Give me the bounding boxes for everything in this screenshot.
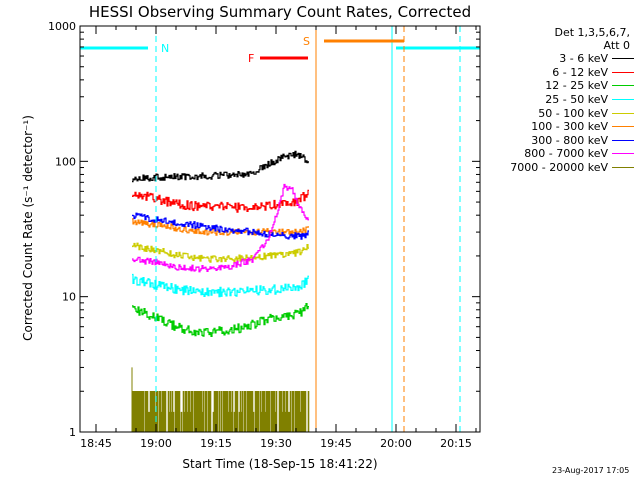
annotation-saa: S	[303, 26, 405, 432]
series-800-7000-kev-trace	[132, 183, 309, 273]
legend: Det 1,3,5,6,7, Att 0 3 - 6 keV 6 - 12 keV…	[470, 26, 638, 174]
annotation-flare-label: F	[248, 52, 254, 65]
legend-entry-swatch	[612, 112, 634, 114]
legend-entry: 7000 - 20000 keV	[470, 161, 638, 175]
x-tick-label-3: 19:15	[200, 437, 232, 450]
series-layer	[131, 150, 310, 433]
legend-entry: 12 - 25 keV	[470, 79, 638, 93]
series-6-12-kev-trace	[132, 189, 309, 213]
legend-entry-label: 800 - 7000 keV	[524, 147, 608, 161]
y-axis-label: Corrected Count Rate (s⁻¹ detector⁻¹)	[21, 115, 35, 341]
legend-entry-label: 6 - 12 keV	[552, 65, 608, 79]
legend-rows: 3 - 6 keV 6 - 12 keV 12 - 25 keV 25 - 50 ke…	[470, 52, 638, 174]
x-tick-label-1: 18:45	[80, 437, 112, 450]
legend-header-line-2: Att 0	[603, 39, 630, 52]
x-tick-label-6: 20:00	[380, 437, 412, 450]
annotation-layer: N S F	[79, 26, 480, 432]
series-3-6-kev	[132, 150, 309, 183]
axis-layer: 18:45 19:00 19:15 19:30 19:45 20:00 20:15 1 10 10…	[48, 20, 481, 450]
series-7000-20000-kev	[131, 367, 310, 433]
date-stamp: 23-Aug-2017 17:05	[552, 466, 630, 475]
y-tick-label-3: 100	[55, 155, 76, 168]
series-50-100-kev-trace	[132, 242, 309, 263]
series-3-6-kev-trace	[132, 150, 309, 183]
series-12-25-kev	[132, 303, 309, 337]
legend-entry-swatch	[612, 71, 634, 73]
series-100-300-kev-trace	[132, 218, 309, 237]
series-800-7000-kev	[132, 183, 309, 273]
annotation-saa-label: S	[303, 35, 310, 48]
legend-entry-swatch	[612, 99, 634, 101]
legend-entry-swatch	[612, 139, 634, 141]
legend-entry-label: 7000 - 20000 keV	[510, 161, 608, 175]
annotation-flare: F	[248, 52, 308, 65]
legend-entry-swatch	[612, 126, 634, 128]
series-25-50-kev-trace	[132, 273, 309, 298]
chart-title: HESSI Observing Summary Count Rates, Cor…	[89, 3, 471, 21]
x-axis-label: Start Time (18-Sep-15 18:41:22)	[182, 457, 377, 471]
legend-entry-label: 12 - 25 keV	[545, 79, 608, 93]
y-tick-label-4: 1000	[48, 20, 76, 33]
legend-entry-label: 50 - 100 keV	[538, 106, 608, 120]
x-tick-label-2: 19:00	[140, 437, 172, 450]
annotation-night-label: N	[161, 42, 169, 55]
series-300-800-kev-trace	[132, 212, 309, 240]
legend-entry-swatch	[612, 58, 634, 60]
legend-header-line-1: Det 1,3,5,6,7,	[554, 26, 630, 39]
series-100-300-kev	[132, 218, 309, 237]
legend-entry-swatch	[612, 167, 634, 169]
series-300-800-kev	[132, 212, 309, 240]
legend-entry-label: 25 - 50 keV	[545, 93, 608, 107]
legend-entry-swatch	[612, 153, 634, 155]
legend-entry-label: 300 - 800 keV	[531, 133, 608, 147]
series-50-100-kev	[132, 242, 309, 263]
legend-entry: 6 - 12 keV	[470, 66, 638, 80]
y-tick-label-2: 10	[62, 291, 76, 304]
plot-frame	[79, 25, 481, 433]
x-tick-label-7: 20:15	[440, 437, 472, 450]
legend-entry: 3 - 6 keV	[470, 52, 638, 66]
legend-entry-label: 100 - 300 keV	[531, 120, 608, 134]
legend-entry: 25 - 50 keV	[470, 93, 638, 107]
legend-entry: 800 - 7000 keV	[470, 147, 638, 161]
legend-entry: 100 - 300 keV	[470, 120, 638, 134]
legend-entry-label: 3 - 6 keV	[559, 52, 608, 66]
series-7000-20000-kev-trace	[131, 390, 310, 433]
series-12-25-kev-trace	[132, 303, 309, 337]
legend-entry: 50 - 100 keV	[470, 106, 638, 120]
x-tick-label-5: 19:45	[320, 437, 352, 450]
legend-entry: 300 - 800 keV	[470, 134, 638, 148]
x-tick-label-4: 19:30	[260, 437, 292, 450]
series-25-50-kev	[132, 273, 309, 298]
y-tick-label-1: 1	[69, 426, 76, 439]
series-6-12-kev	[132, 189, 309, 213]
legend-entry-swatch	[612, 85, 634, 87]
